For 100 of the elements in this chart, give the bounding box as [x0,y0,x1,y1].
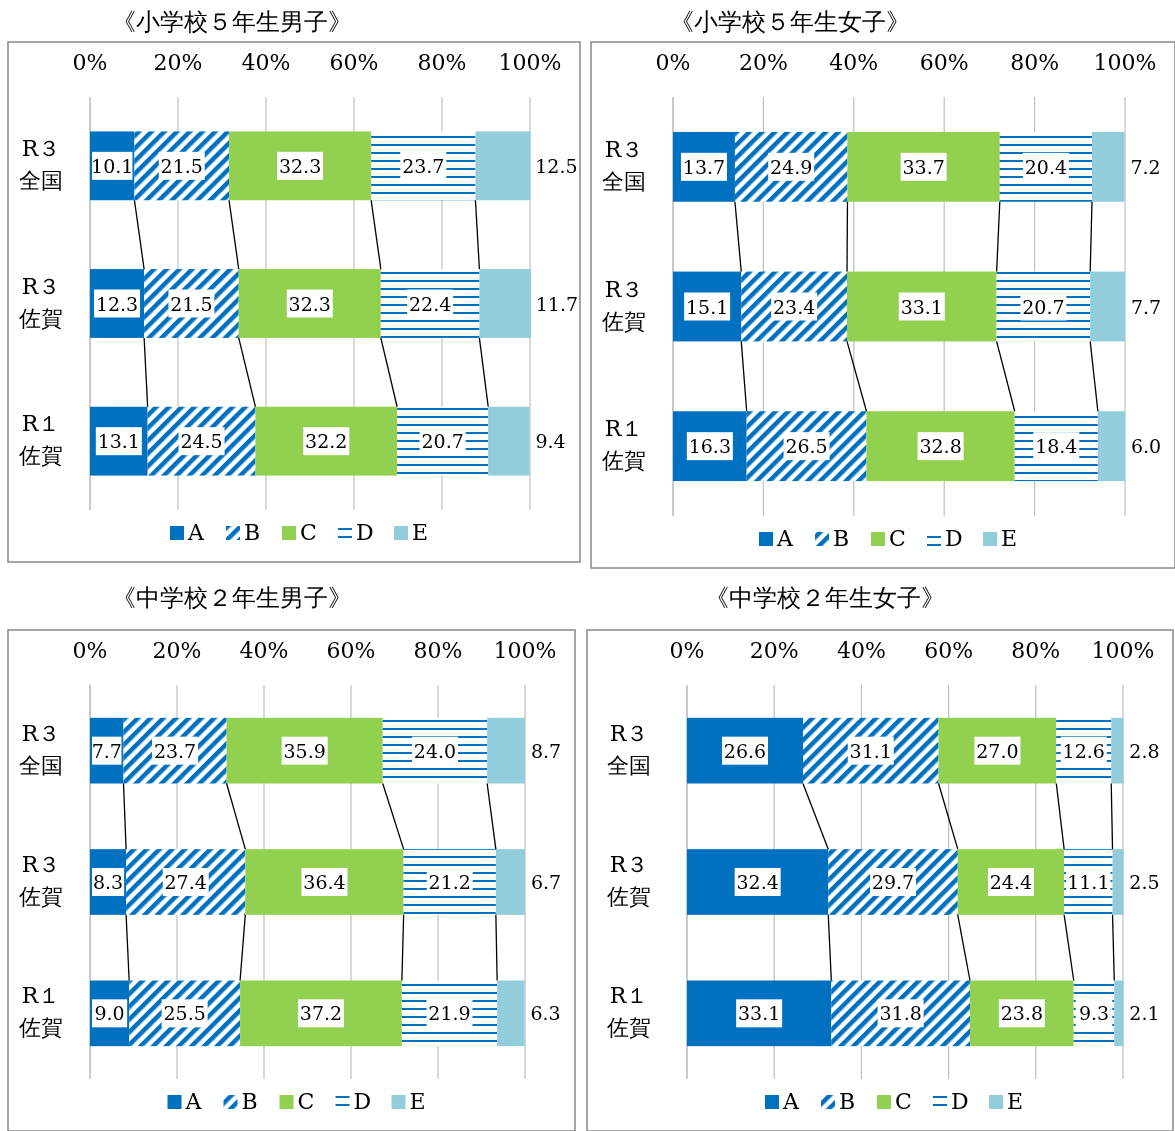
bar [245,849,404,915]
bar [240,980,402,1047]
bar [229,131,372,201]
x-tick-label: 20% [153,50,203,75]
data-label: 24.5 [180,430,223,453]
data-label: 7.2 [1130,155,1161,178]
data-label: 26.6 [723,739,767,762]
data-label: 2.5 [1129,871,1160,893]
legend-label: C [297,1089,315,1114]
bar [487,717,525,784]
x-tick-label: 60% [919,50,969,75]
x-tick-label: 80% [1010,50,1060,75]
y-tick-label: R３全国 [602,136,646,194]
legend-label: A [184,1089,203,1114]
data-label: 32.3 [278,154,322,177]
y-tick-label: R１佐賀 [602,416,646,474]
data-label: 35.9 [283,739,326,762]
data-label: 20.7 [421,430,464,453]
legend-label: A [187,520,205,545]
data-label: 7.7 [1130,295,1162,318]
data-label: 32.8 [919,435,962,458]
data-label: 23.4 [772,295,816,318]
data-label: 23.8 [1000,1002,1043,1025]
x-tick-label: 0% [72,50,108,75]
data-label: 32.2 [305,430,348,453]
data-label: 6.7 [530,871,562,893]
data-label: 11.7 [535,292,579,315]
bar [1114,980,1124,1047]
data-label: 26.5 [785,435,828,458]
x-tick-label: 100% [1093,50,1157,75]
data-label: 23.7 [402,154,445,177]
bar [847,131,1000,202]
legend-label: E [1001,526,1018,551]
data-label: 22.4 [408,292,452,315]
bar [802,717,939,784]
data-label: 8.3 [92,871,124,893]
data-label: 33.1 [738,1002,781,1025]
data-label: 6.0 [1130,435,1162,458]
data-label: 9.0 [94,1002,125,1025]
bar [866,411,1015,482]
x-tick-label: 80% [417,50,467,75]
x-tick-label: 80% [413,638,463,663]
data-label: 13.1 [97,430,140,453]
y-tick-label: R３全国 [19,135,63,193]
data-label: 13.7 [682,155,726,178]
data-label: 32.3 [288,292,331,315]
data-label: 33.1 [900,295,943,318]
data-label: 9.3 [1078,1002,1110,1025]
bar [475,131,531,201]
data-label: 27.0 [976,739,1019,762]
data-label: 15.1 [685,295,729,318]
x-tick-label: 100% [1091,638,1155,663]
data-label: 25.5 [163,1002,206,1025]
data-label: 24.9 [770,155,813,178]
data-label: 18.4 [1035,435,1078,458]
x-tick-label: 20% [749,638,799,663]
x-tick-label: 100% [493,638,557,663]
bar [828,849,958,915]
data-label: 9.4 [535,430,566,453]
legend-label: B [833,526,850,551]
legend-label: E [409,1089,426,1114]
y-tick-label: R１佐賀 [19,411,63,469]
data-label: 12.3 [95,292,139,315]
bar [1112,849,1124,915]
x-tick-label: 60% [326,638,376,663]
legend-label: C [895,1089,912,1114]
bar [1090,271,1125,342]
legend-label: D [951,1089,969,1114]
bar [1097,411,1125,482]
data-label: 31.8 [879,1002,922,1025]
x-tick-label: 40% [241,50,291,75]
data-label: 36.4 [303,871,346,893]
y-tick-label: R３佐賀 [607,852,651,909]
x-tick-label: 40% [239,638,289,663]
legend-label: B [241,1089,258,1114]
x-tick-label: 100% [498,50,562,75]
data-label: 32.4 [736,871,779,893]
x-tick-label: 20% [738,50,788,75]
y-tick-label: R１佐賀 [19,983,63,1041]
data-label: 21.2 [428,871,471,893]
legend-label: E [412,520,429,545]
data-label: 29.7 [871,871,915,893]
data-label: 2.8 [1129,739,1160,762]
bar [847,271,997,342]
bar [238,269,381,338]
data-label: 21.5 [160,154,203,177]
bar [495,849,525,915]
x-tick-label: 0% [655,50,691,75]
x-tick-label: 40% [829,50,879,75]
data-label: 7.7 [91,739,122,762]
chart-title: 《中学校２年生男子》 [112,584,352,612]
bar [687,849,829,915]
data-label: 24.4 [989,871,1033,893]
legend-label: B [839,1089,856,1114]
data-label: 2.1 [1129,1002,1160,1025]
data-label: 27.4 [164,871,207,893]
x-tick-label: 0% [72,638,108,663]
legend-label: C [889,526,906,551]
legend-label: B [244,520,261,545]
legend-label: D [945,526,963,551]
